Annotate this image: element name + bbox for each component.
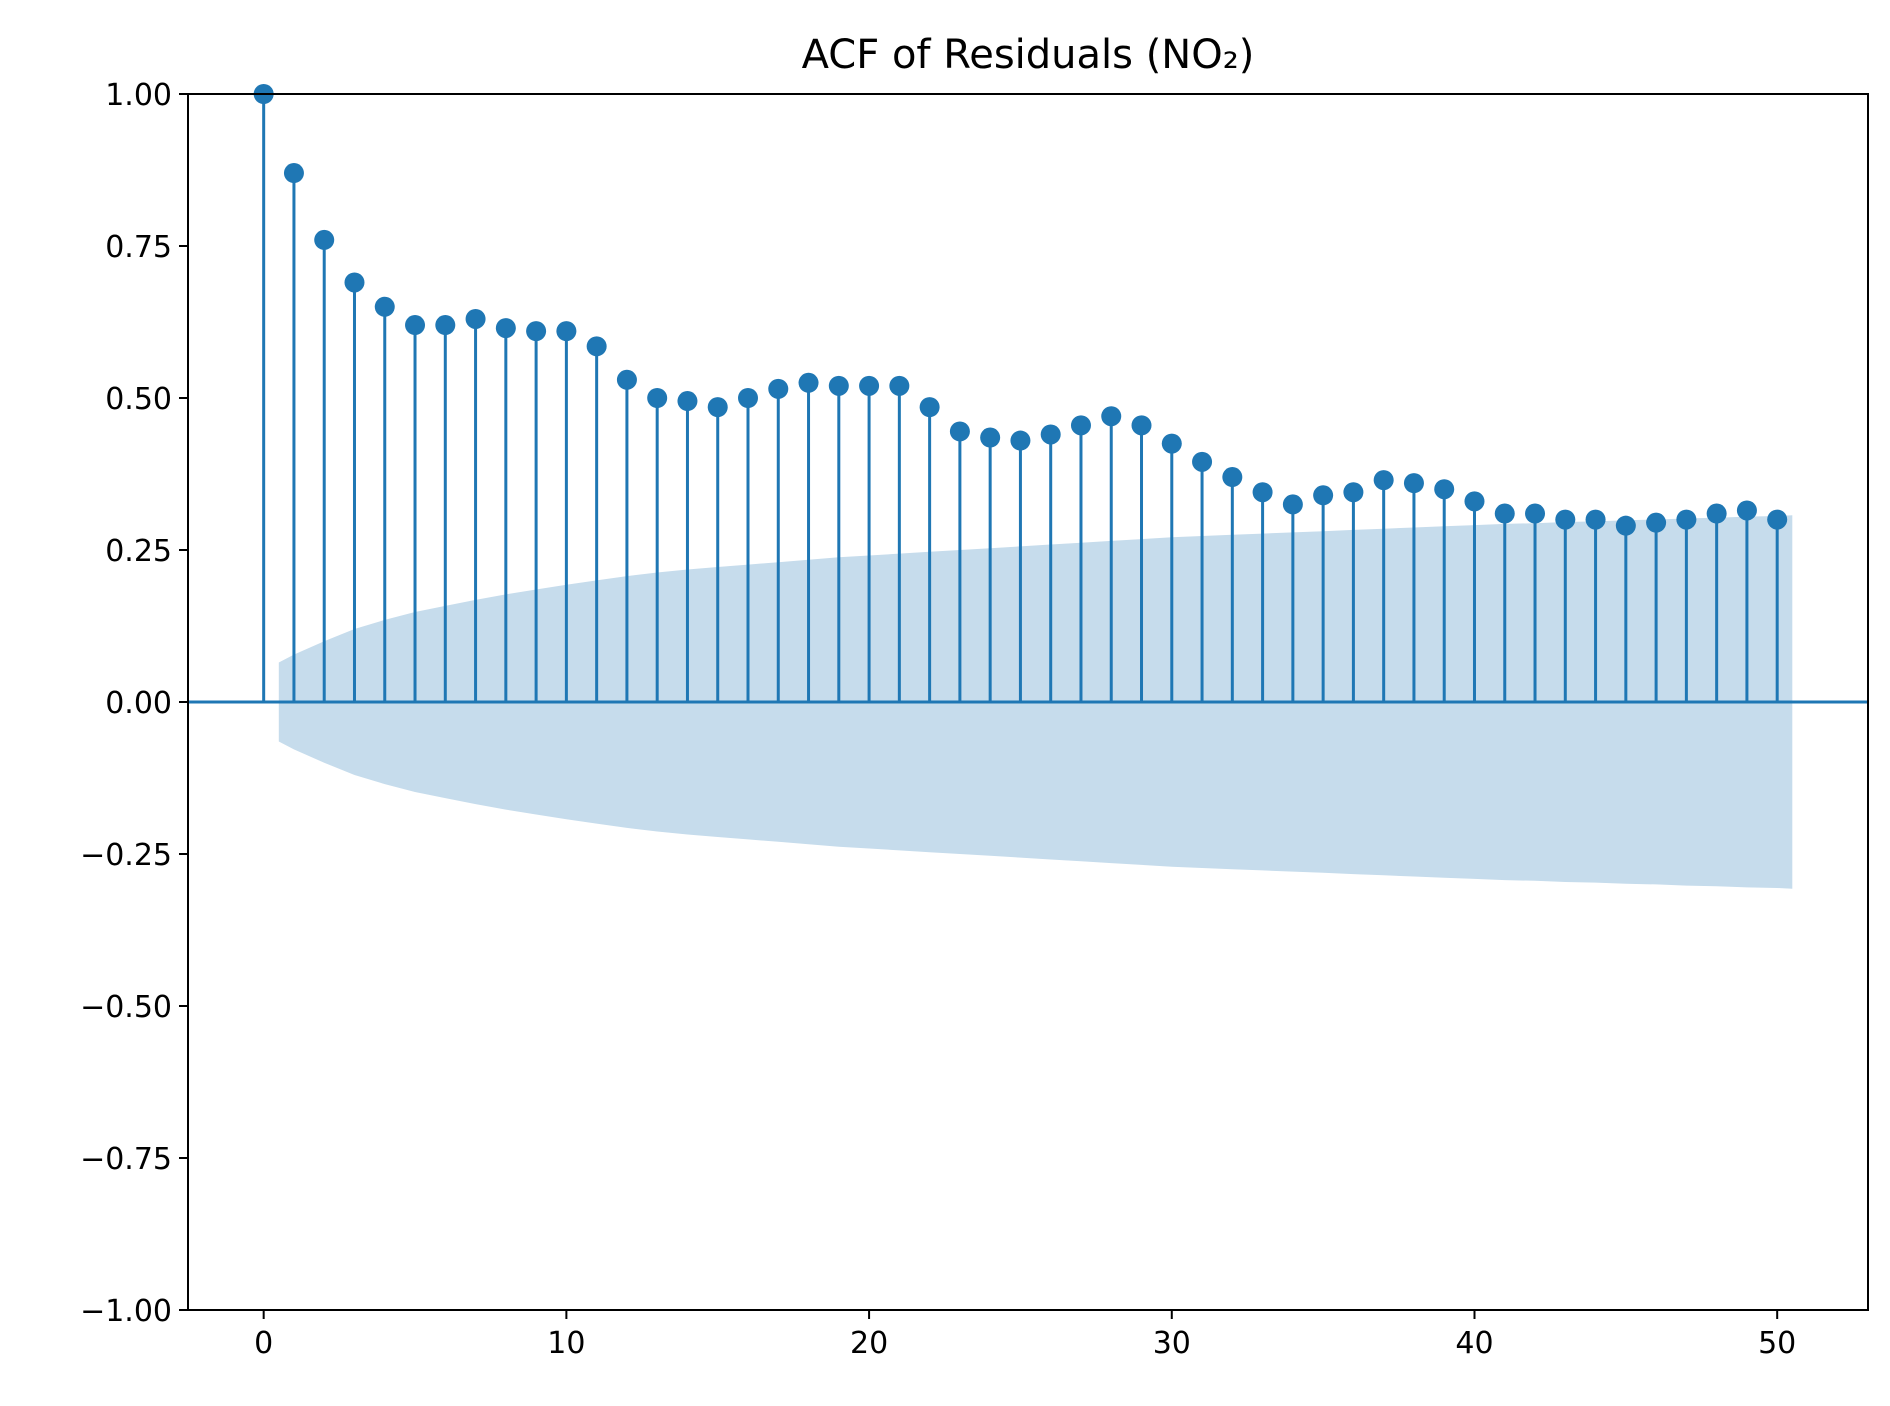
acf-point xyxy=(495,318,516,339)
acf-point xyxy=(1040,424,1061,445)
y-tick-label: 0.50 xyxy=(105,382,172,417)
y-axis-ticks: −1.00 −0.75 −0.50 −0.25 0.00 0.25 0.50 0.75 1.00 xyxy=(80,78,188,1329)
acf-point xyxy=(1403,473,1424,494)
chart-title: ACF of Residuals (NO₂) xyxy=(802,32,1255,78)
acf-point xyxy=(1252,482,1273,503)
acf-point xyxy=(374,296,395,317)
acf-point xyxy=(1222,467,1243,488)
acf-point xyxy=(949,421,970,442)
acf-point xyxy=(1313,485,1334,506)
x-tick-label: 50 xyxy=(1758,1326,1796,1361)
acf-point xyxy=(1464,491,1485,512)
acf-point xyxy=(1615,515,1636,536)
acf-point xyxy=(1373,470,1394,491)
acf-point xyxy=(616,369,637,390)
acf-point xyxy=(859,375,880,396)
acf-point xyxy=(1282,494,1303,515)
acf-point xyxy=(1434,479,1455,500)
y-tick-label: 0.00 xyxy=(105,686,172,721)
x-tick-label: 0 xyxy=(254,1326,273,1361)
x-tick-label: 30 xyxy=(1153,1326,1191,1361)
acf-point xyxy=(768,378,789,399)
acf-point xyxy=(1192,451,1213,472)
y-tick-label: −0.50 xyxy=(80,990,172,1025)
acf-point xyxy=(526,321,547,342)
acf-point xyxy=(798,372,819,393)
acf-point xyxy=(1131,415,1152,436)
acf-point xyxy=(1070,415,1091,436)
x-axis-ticks: 0 10 20 30 40 50 xyxy=(254,1310,1796,1361)
acf-point xyxy=(1494,503,1515,524)
acf-point xyxy=(1101,406,1122,427)
acf-point xyxy=(919,397,940,418)
y-tick-label: 1.00 xyxy=(105,78,172,113)
acf-point xyxy=(1767,509,1788,530)
acf-point xyxy=(889,375,910,396)
plot-frame xyxy=(187,93,1869,1311)
acf-point xyxy=(1555,509,1576,530)
acf-point xyxy=(828,375,849,396)
acf-point xyxy=(1585,509,1606,530)
acf-point xyxy=(465,308,486,329)
y-tick-label: −0.25 xyxy=(80,838,172,873)
stem-lines xyxy=(262,94,1779,702)
acf-point xyxy=(586,336,607,357)
acf-point xyxy=(647,388,668,408)
x-tick-label: 40 xyxy=(1455,1326,1493,1361)
x-tick-label: 20 xyxy=(850,1326,888,1361)
acf-point xyxy=(1010,430,1031,451)
acf-point xyxy=(435,315,456,336)
acf-point xyxy=(1706,503,1727,524)
y-tick-label: 0.25 xyxy=(105,534,172,569)
acf-point xyxy=(707,397,728,418)
acf-point xyxy=(1676,509,1697,530)
y-tick-label: −0.75 xyxy=(80,1142,172,1177)
acf-point xyxy=(1646,512,1667,533)
y-tick-label: −1.00 xyxy=(80,1294,172,1329)
acf-point xyxy=(556,321,577,342)
acf-point xyxy=(314,229,335,250)
x-tick-label: 10 xyxy=(547,1326,585,1361)
acf-point xyxy=(677,391,698,412)
acf-markers xyxy=(253,84,1788,536)
acf-point xyxy=(1161,433,1182,454)
acf-point xyxy=(980,427,1001,448)
acf-point xyxy=(283,163,304,184)
acf-point xyxy=(344,272,365,293)
y-tick-label: 0.75 xyxy=(105,230,172,265)
acf-point xyxy=(1343,482,1364,503)
acf-point xyxy=(1736,500,1757,521)
acf-point xyxy=(1525,503,1546,524)
acf-point xyxy=(405,315,426,336)
acf-point xyxy=(738,388,758,408)
